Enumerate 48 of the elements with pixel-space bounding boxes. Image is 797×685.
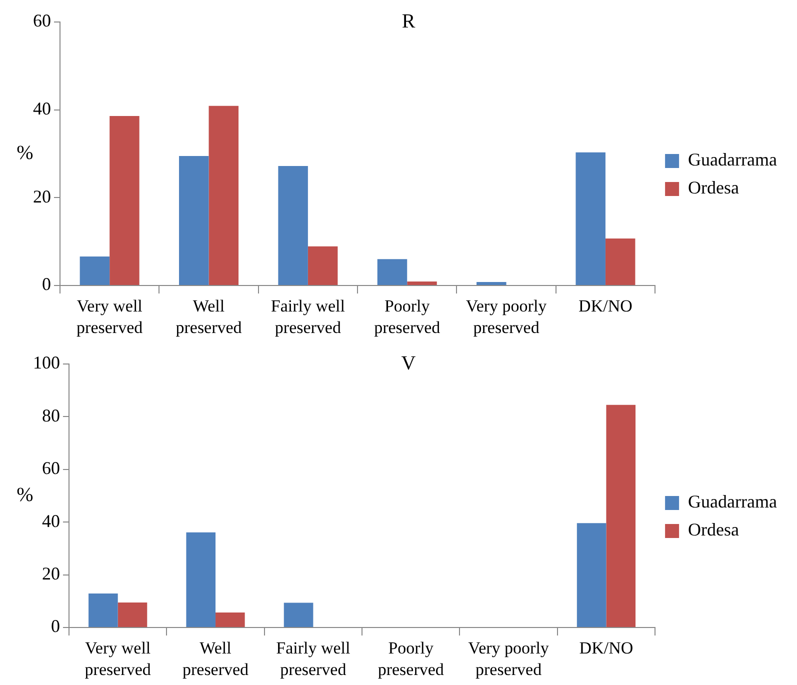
bar (88, 594, 118, 627)
x-tick-label: Very well preserved (84, 638, 152, 679)
bar (118, 602, 148, 627)
y-tick-label: 0 (42, 274, 51, 294)
y-axis-title: % (16, 484, 34, 506)
chart-title: R (402, 10, 416, 32)
x-tick-label: Well preserved (182, 638, 250, 679)
bar (576, 523, 606, 627)
y-tick-label: 80 (42, 405, 60, 426)
legend-label: Ordesa (688, 520, 740, 540)
bar (278, 166, 308, 285)
bar (576, 152, 606, 285)
x-tick-label: Very poorly preserved (468, 638, 550, 679)
x-tick-label: Very well preserved (76, 296, 144, 337)
x-tick-label: DK/NO (578, 296, 632, 316)
y-axis-title: % (16, 142, 34, 164)
legend-label: Guadarrama (688, 492, 778, 512)
bar (216, 612, 245, 627)
bar (186, 532, 216, 627)
x-tick-label: Fairly well preserved (270, 296, 346, 337)
x-tick-label: Poorly preserved (374, 296, 441, 337)
bar (110, 116, 140, 285)
bar (605, 238, 636, 285)
bar (606, 404, 636, 627)
bar (284, 602, 314, 627)
y-tick-label: 0 (51, 616, 60, 636)
bar (377, 259, 408, 285)
x-tick-label: Fairly well preserved (276, 638, 351, 679)
chart-title: V (401, 352, 416, 374)
bar (308, 246, 338, 285)
y-tick-label: 40 (33, 98, 51, 119)
y-tick-label: 60 (42, 458, 60, 478)
legend-label: Ordesa (688, 178, 740, 198)
bar (407, 282, 437, 285)
bar (476, 282, 506, 285)
y-tick-label: 20 (33, 186, 51, 206)
bar (179, 156, 209, 285)
x-tick-label: Poorly preserved (378, 638, 444, 679)
y-tick-label: 100 (33, 352, 60, 373)
y-tick-label: 20 (42, 564, 60, 584)
bar (80, 256, 110, 285)
bar (208, 106, 239, 285)
x-tick-label: Very poorly preserved (466, 296, 548, 337)
y-tick-label: 40 (42, 510, 60, 531)
y-tick-label: 60 (33, 10, 51, 31)
legend-label: Guadarrama (688, 150, 778, 170)
x-tick-label: Well preserved (176, 296, 242, 337)
x-tick-label: DK/NO (579, 638, 634, 658)
